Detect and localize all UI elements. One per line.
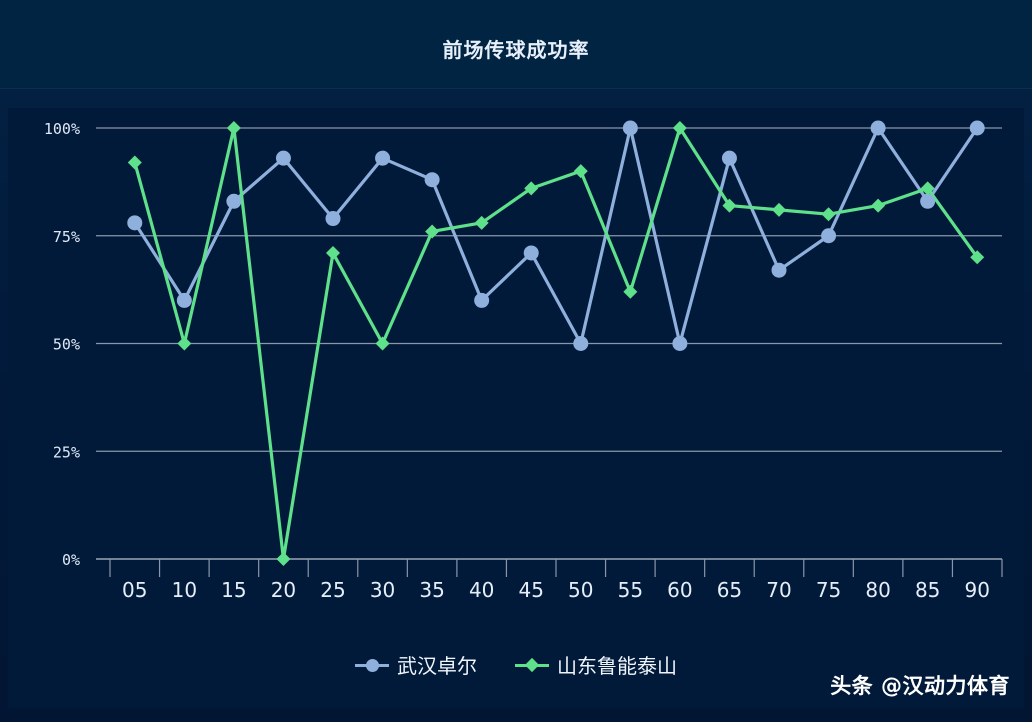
data-point bbox=[970, 250, 985, 265]
x-tick-label: 05 bbox=[122, 578, 147, 602]
x-axis: 05 10 15 20 25 30 35 40 45 50 55 60 65 70 75 80 85 90 bbox=[96, 558, 1003, 602]
x-tick-label: 70 bbox=[766, 578, 791, 602]
x-tick-label: 20 bbox=[271, 578, 296, 602]
data-point bbox=[177, 336, 192, 351]
legend-circle-icon bbox=[355, 658, 389, 672]
data-point bbox=[870, 120, 886, 136]
data-point bbox=[226, 193, 242, 209]
data-point bbox=[672, 336, 688, 351]
data-point bbox=[424, 172, 440, 188]
x-tick-label: 55 bbox=[618, 578, 643, 602]
data-point bbox=[920, 193, 936, 209]
data-point bbox=[771, 262, 787, 278]
y-tick-label: 25% bbox=[53, 443, 80, 461]
y-tick-label: 0% bbox=[62, 551, 80, 569]
x-tick-label: 80 bbox=[865, 578, 890, 602]
data-point bbox=[226, 121, 241, 135]
y-tick-label: 100% bbox=[44, 120, 80, 138]
data-point bbox=[474, 292, 490, 308]
data-point bbox=[325, 211, 341, 227]
y-axis-ticks: 0% 25% 50% 75% 100% bbox=[44, 120, 80, 569]
series-line-1 bbox=[133, 126, 979, 561]
x-tick-label: 15 bbox=[221, 578, 246, 602]
chart-title: 前场传球成功率 bbox=[442, 38, 590, 62]
watermark: 头条 @汉动力体育 bbox=[830, 674, 1010, 698]
series-line-0 bbox=[133, 126, 979, 346]
data-point bbox=[127, 215, 143, 231]
data-point bbox=[275, 150, 291, 166]
x-tick-label: 65 bbox=[717, 578, 742, 602]
data-point bbox=[176, 292, 192, 308]
data-point bbox=[326, 245, 340, 260]
plot-panel bbox=[8, 108, 1024, 708]
x-tick-label: 45 bbox=[518, 578, 543, 602]
legend-item-wuhan[interactable]: 武汉卓尔 bbox=[355, 650, 477, 679]
x-tick-label: 75 bbox=[816, 578, 841, 602]
legend-label-shandong: 山东鲁能泰山 bbox=[557, 654, 677, 678]
y-tick-label: 75% bbox=[53, 228, 80, 246]
data-point bbox=[871, 198, 886, 213]
data-point bbox=[622, 120, 638, 136]
data-point bbox=[127, 155, 142, 170]
x-tick-label: 10 bbox=[172, 578, 197, 602]
data-point bbox=[920, 181, 935, 196]
data-point bbox=[821, 207, 836, 222]
data-point bbox=[425, 224, 440, 239]
x-tick-label: 35 bbox=[419, 578, 444, 602]
data-point bbox=[969, 120, 985, 136]
title-bar: 前场传球成功率 bbox=[0, 0, 1032, 89]
data-point bbox=[474, 215, 489, 230]
y-tick-label: 50% bbox=[53, 336, 80, 354]
legend-item-shandong[interactable]: 山东鲁能泰山 bbox=[515, 650, 677, 679]
x-tick-label: 90 bbox=[964, 578, 989, 602]
x-tick-label: 25 bbox=[320, 578, 345, 602]
data-point bbox=[276, 552, 291, 566]
legend-diamond-icon bbox=[515, 657, 549, 672]
data-point bbox=[722, 198, 737, 213]
data-point bbox=[672, 121, 687, 135]
x-tick-label: 30 bbox=[370, 578, 395, 602]
legend: 武汉卓尔 山东鲁能泰山 bbox=[0, 650, 1032, 679]
data-point bbox=[524, 181, 539, 196]
data-point bbox=[573, 336, 589, 351]
data-point bbox=[772, 202, 786, 217]
series-layer bbox=[127, 120, 985, 566]
data-point bbox=[623, 284, 638, 299]
data-point bbox=[375, 150, 391, 166]
grid-lines bbox=[96, 127, 1002, 452]
x-tick-label: 50 bbox=[568, 578, 593, 602]
data-point bbox=[375, 336, 390, 351]
x-tick-label: 60 bbox=[667, 578, 692, 602]
data-point bbox=[721, 150, 737, 166]
data-point bbox=[821, 228, 837, 244]
x-tick-label: 85 bbox=[915, 578, 940, 602]
data-point bbox=[523, 245, 539, 261]
line-chart: 0% 25% 50% 75% 100% 05 10 15 20 25 30 35 40 45 50 55 60… bbox=[44, 120, 1003, 602]
legend-label-wuhan: 武汉卓尔 bbox=[397, 654, 477, 678]
x-tick-label: 40 bbox=[469, 578, 494, 602]
data-point bbox=[573, 164, 588, 179]
